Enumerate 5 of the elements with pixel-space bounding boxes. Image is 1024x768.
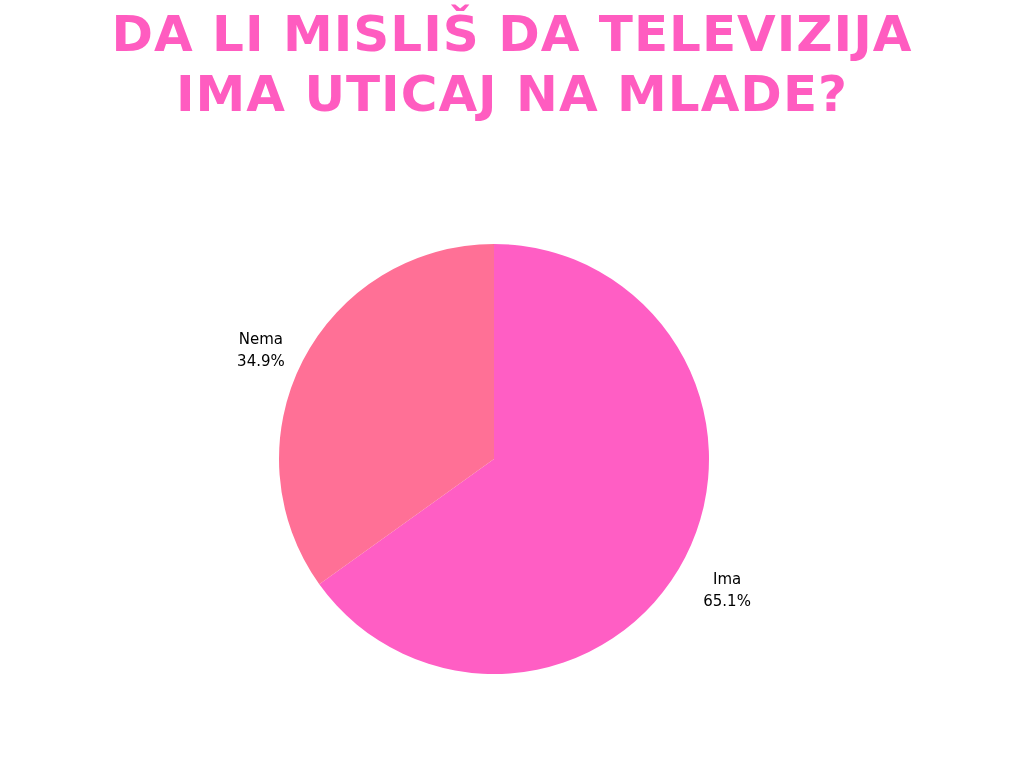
data-label: 34.9% xyxy=(237,352,285,371)
chart-title: DA LI MISLIŠ DA TELEVIZIJA IMA UTICAJ NA MLADE? xyxy=(110,4,914,124)
data-label: 65.1% xyxy=(703,591,751,610)
slice-label: Nema xyxy=(238,330,284,349)
slice-label: Ima xyxy=(712,569,742,588)
